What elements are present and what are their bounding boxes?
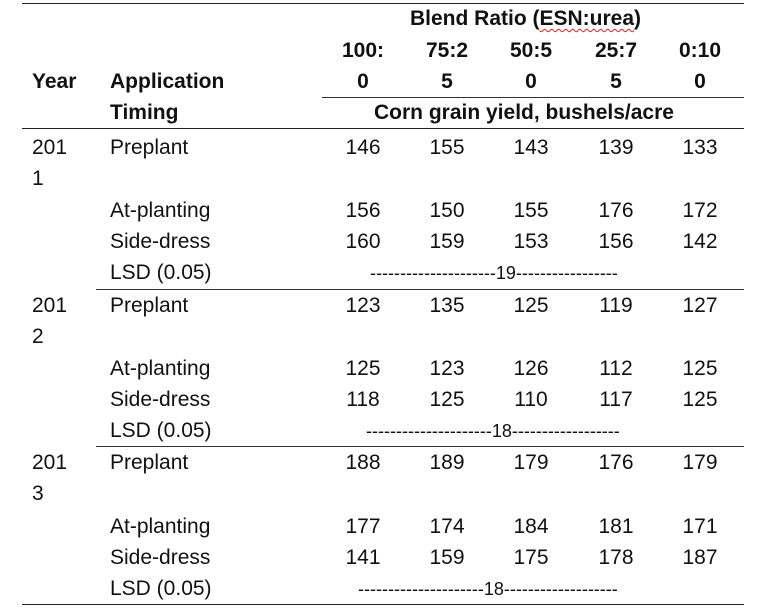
yield-cell: 126 [513,357,549,380]
timing-label: Side-dress [110,388,211,411]
yield-cell: 141 [345,546,381,569]
timing-label: At-planting [110,199,211,222]
yield-cell: 110 [514,388,548,411]
ratio-col-5-bottom: 0 [694,70,706,93]
lsd-label: LSD (0.05) [110,261,212,284]
yield-cell: 176 [598,199,634,222]
yield-cell: 177 [345,515,381,538]
yield-cell: 125 [682,388,718,411]
year-2013-line1: 201 [32,451,68,474]
lsd-value: ---------------------18-----------------… [366,421,620,441]
yield-cell: 125 [429,388,465,411]
yield-cell: 123 [345,294,381,317]
lsd-label: LSD (0.05) [110,577,212,600]
yield-cell: 188 [345,451,381,474]
ratio-col-4-bottom: 5 [610,70,622,93]
ratio-col-5-top: 0:10 [678,39,722,62]
yield-cell: 139 [598,136,634,159]
yield-cell: 187 [682,546,718,569]
year-2013-line2: 3 [32,482,44,505]
yield-cell: 176 [598,451,634,474]
yield-cell: 118 [346,388,380,411]
ratio-col-3-top: 50:5 [509,39,553,62]
spellcheck-underlined-text: ESN:urea [539,7,635,30]
year-2012-line2: 2 [32,325,44,348]
yield-cell: 135 [429,294,465,317]
ratio-col-3-bottom: 0 [525,70,537,93]
yield-cell: 119 [599,294,633,317]
yield-cell: 159 [429,546,465,569]
yield-cell: 125 [345,357,381,380]
year-2011-line2: 1 [32,167,44,190]
table-bottom-rule [22,604,744,605]
yield-cell: 127 [682,294,718,317]
ratio-col-1-bottom: 0 [357,70,369,93]
yield-cell: 179 [682,451,718,474]
yield-cell: 125 [682,357,718,380]
yield-cell: 112 [599,357,633,380]
units-header: Corn grain yield, bushels/acre [374,101,674,124]
yield-cell: 117 [599,388,633,411]
timing-header-line1: Application [110,70,225,93]
ratio-header-rule [322,97,744,98]
yield-cell: 156 [345,199,381,222]
yield-cell: 171 [682,515,718,538]
ratio-col-4-top: 25:7 [594,39,638,62]
ratio-col-1-top: 100: [341,39,385,62]
year-header: Year [32,70,77,93]
yield-cell: 133 [682,136,718,159]
timing-label: At-planting [110,515,211,538]
yield-cell: 153 [513,230,549,253]
yield-cell: 142 [682,230,718,253]
timing-label: Preplant [110,451,189,474]
yield-cell: 181 [598,515,634,538]
yield-cell: 184 [513,515,549,538]
group-rule [96,446,744,447]
group-rule [96,289,744,290]
yield-cell: 125 [513,294,549,317]
year-2011-line1: 201 [32,136,68,159]
yield-cell: 179 [513,451,549,474]
timing-label: Side-dress [110,546,211,569]
yield-cell: 160 [345,230,381,253]
yield-cell: 156 [598,230,634,253]
timing-header-line2: Timing [110,101,179,124]
timing-label: Preplant [110,136,189,159]
yield-cell: 174 [429,515,465,538]
yield-cell: 178 [598,546,634,569]
yield-cell: 175 [513,546,549,569]
timing-label: At-planting [110,357,211,380]
blend-ratio-heading: Blend Ratio (ESN:urea) [410,7,642,30]
ratio-col-2-bottom: 5 [441,70,453,93]
lsd-label: LSD (0.05) [110,419,212,442]
yield-cell: 159 [429,230,465,253]
yield-cell: 123 [429,357,465,380]
yield-cell: 155 [429,136,465,159]
ratio-col-2-top: 75:2 [425,39,469,62]
lsd-value: ---------------------19----------------- [370,263,618,283]
yield-cell: 143 [513,136,549,159]
yield-cell: 150 [429,199,465,222]
yield-cell: 189 [429,451,465,474]
header-bottom-rule [22,128,744,129]
yield-cell: 146 [345,136,381,159]
year-2012-line1: 201 [32,294,68,317]
timing-label: Preplant [110,294,189,317]
yield-cell: 155 [513,199,549,222]
table-top-rule [22,3,744,4]
yield-cell: 172 [682,199,718,222]
lsd-value: ---------------------18-----------------… [358,579,618,599]
timing-label: Side-dress [110,230,211,253]
